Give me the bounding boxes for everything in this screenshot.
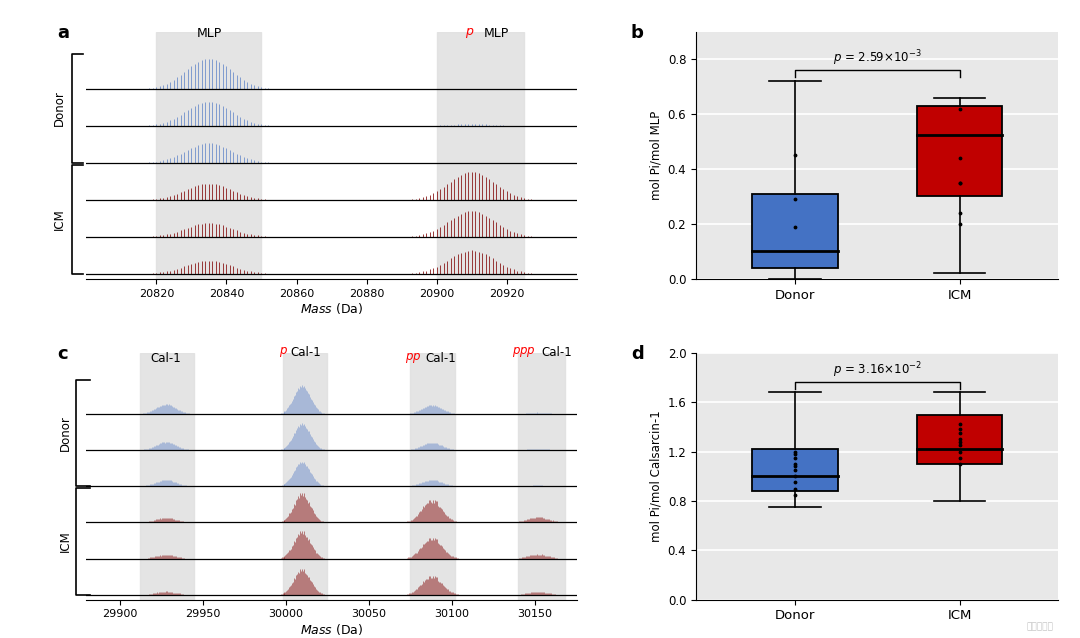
Bar <box>157 32 261 279</box>
X-axis label: $\mathit{Mass}$ (Da): $\mathit{Mass}$ (Da) <box>300 301 363 316</box>
Text: ICM: ICM <box>58 530 71 553</box>
Text: d: d <box>631 345 644 364</box>
Text: MLP: MLP <box>484 27 509 40</box>
Text: Donor: Donor <box>58 415 71 451</box>
Text: a: a <box>57 24 69 43</box>
Y-axis label: mol Pi/mol MLP: mol Pi/mol MLP <box>649 111 662 200</box>
Text: Donor: Donor <box>53 91 66 126</box>
Text: ICM: ICM <box>53 209 66 230</box>
Text: Cal-1: Cal-1 <box>542 346 572 359</box>
Text: $\mathit{p}$: $\mathit{p}$ <box>280 345 288 359</box>
Bar <box>917 415 1002 464</box>
Text: $\mathit{p}$: $\mathit{p}$ <box>464 26 474 40</box>
Text: $\mathit{p}$ = 2.59×10$^{-3}$: $\mathit{p}$ = 2.59×10$^{-3}$ <box>833 48 921 68</box>
Bar <box>139 353 194 600</box>
Text: c: c <box>57 345 68 364</box>
Text: 仪器信息网: 仪器信息网 <box>1026 623 1053 632</box>
Bar <box>436 32 524 279</box>
Text: MLP: MLP <box>197 27 221 40</box>
Bar <box>283 353 327 600</box>
Text: Cal-1: Cal-1 <box>151 352 181 365</box>
Text: $\mathit{pp}$: $\mathit{pp}$ <box>405 352 422 365</box>
Text: $\mathit{p}$ = 3.16×10$^{-2}$: $\mathit{p}$ = 3.16×10$^{-2}$ <box>833 360 922 380</box>
Bar <box>410 353 456 600</box>
Text: $\mathit{ppp}$: $\mathit{ppp}$ <box>512 345 536 359</box>
Text: Cal-1: Cal-1 <box>291 346 322 359</box>
Y-axis label: mol Pi/mol Calsarcin-1: mol Pi/mol Calsarcin-1 <box>649 410 662 542</box>
Bar <box>518 353 565 600</box>
Text: Cal-1: Cal-1 <box>426 352 456 365</box>
Bar <box>917 106 1002 197</box>
Text: b: b <box>631 24 644 43</box>
Bar <box>752 449 838 491</box>
Bar <box>752 194 838 268</box>
X-axis label: $\mathit{Mass}$ (Da): $\mathit{Mass}$ (Da) <box>300 622 363 637</box>
